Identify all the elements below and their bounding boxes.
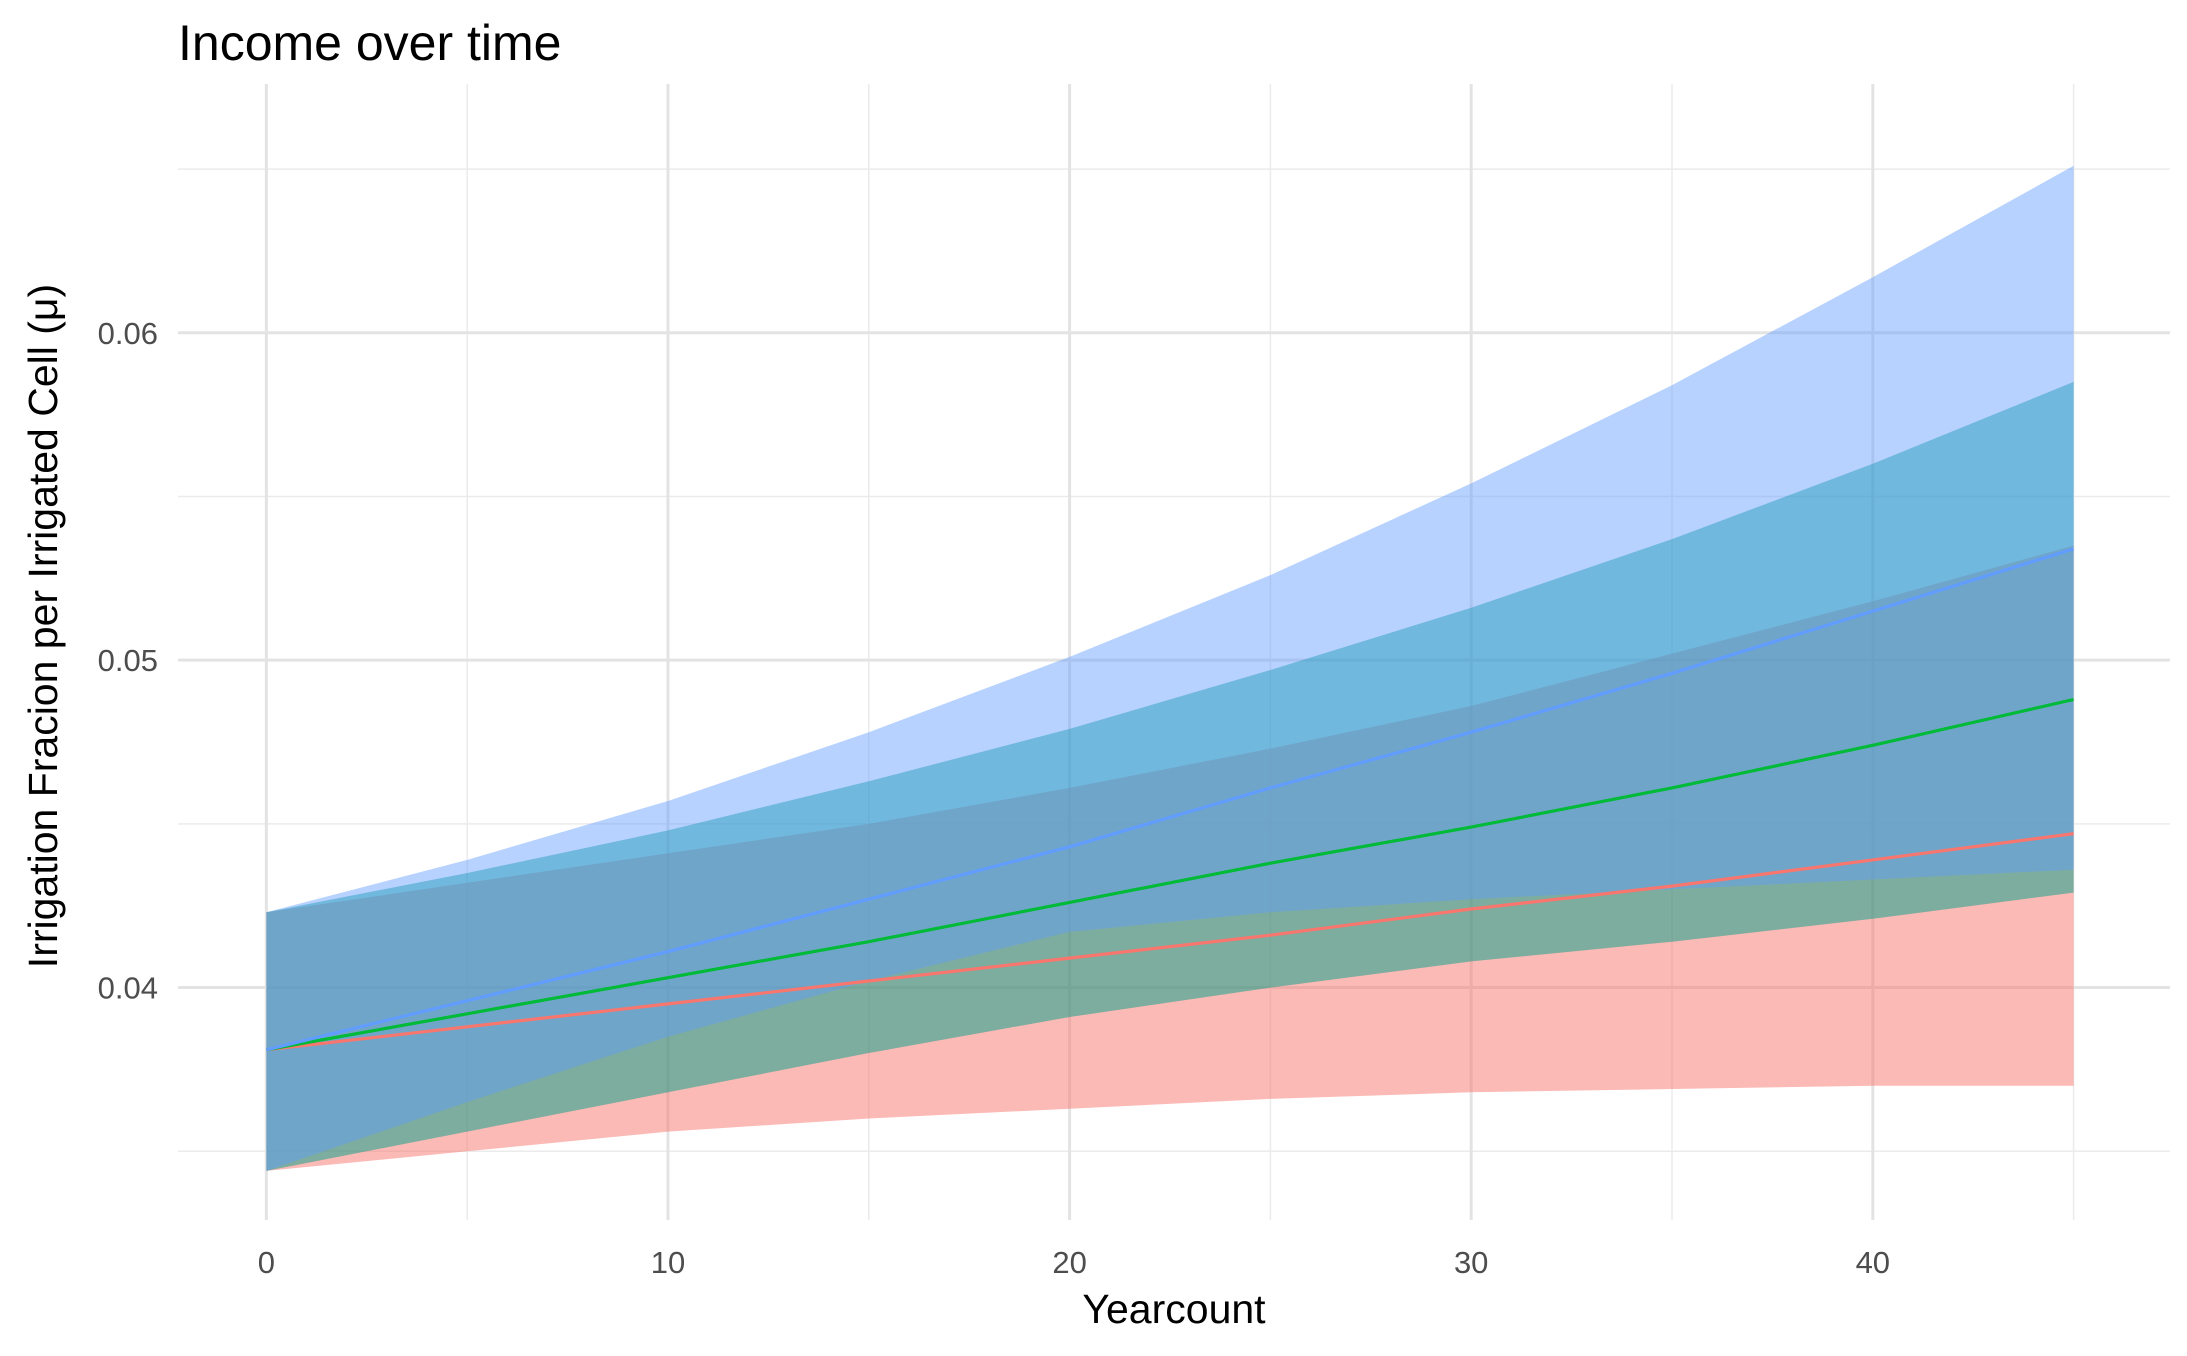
confidence-band-series-2	[266, 381, 2074, 1171]
trend-line-series-1	[266, 832, 2074, 1052]
x-tick-label: 30	[1454, 1245, 1488, 1280]
confidence-band-series-3	[266, 165, 2074, 1171]
chart-title: Income over time	[178, 15, 561, 71]
y-tick-label: 0.04	[98, 971, 158, 1006]
y-axis-title: Irrigation Fracion per Irrigated Cell (μ…	[20, 284, 66, 968]
y-tick-label: 0.05	[98, 643, 158, 678]
trend-line-series-3	[266, 547, 2075, 1052]
x-axis-title: Yearcount	[1082, 1286, 1266, 1332]
x-tick-label: 40	[1856, 1245, 1890, 1280]
y-tick-label: 0.06	[98, 316, 158, 351]
y-axis-ticks: 0.04 0.05 0.06	[98, 316, 158, 1006]
x-tick-label: 10	[651, 1245, 685, 1280]
x-tick-label: 0	[258, 1245, 275, 1280]
confidence-bands	[266, 165, 2074, 1171]
x-tick-label: 20	[1052, 1245, 1086, 1280]
x-axis-ticks: 0 10 20 30 40	[258, 1245, 1890, 1280]
trend-line-series-2	[266, 697, 2074, 1052]
trend-lines	[266, 547, 2075, 1052]
